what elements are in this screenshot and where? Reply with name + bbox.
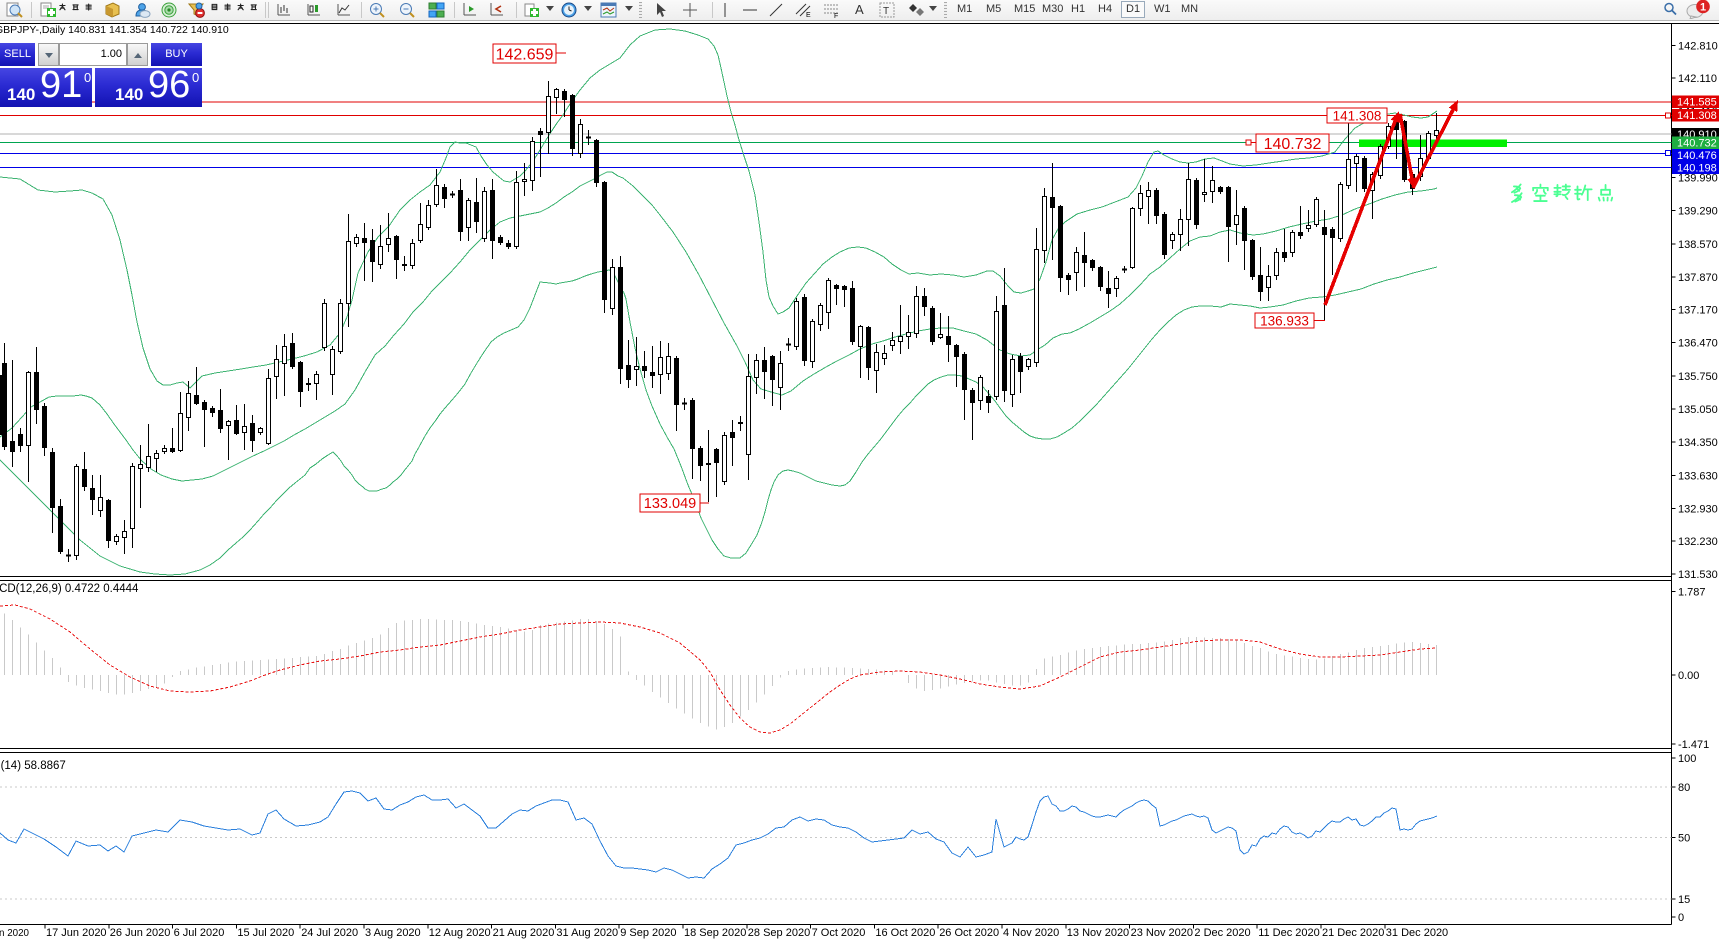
svg-text:28 Sep 2020: 28 Sep 2020: [748, 927, 810, 939]
svg-text:4 Nov 2020: 4 Nov 2020: [1003, 927, 1059, 939]
svg-text:31 Dec 2020: 31 Dec 2020: [1386, 927, 1448, 939]
svg-text:132.230: 132.230: [1678, 536, 1718, 548]
svg-text:15 Jul 2020: 15 Jul 2020: [237, 927, 294, 939]
svg-text:18 Sep 2020: 18 Sep 2020: [684, 927, 746, 939]
svg-text:136.933: 136.933: [1260, 313, 1309, 328]
svg-text:80: 80: [1678, 782, 1690, 794]
svg-text:17 Jun 2020: 17 Jun 2020: [46, 927, 107, 939]
svg-text:E: E: [806, 12, 811, 18]
svg-text:140.732: 140.732: [1677, 138, 1717, 150]
svg-text:GBPJPY-,Daily 140.831 141.354: GBPJPY-,Daily 140.831 141.354 140.722 14…: [0, 24, 229, 36]
svg-text:0: 0: [1678, 912, 1684, 924]
svg-text:135.750: 135.750: [1678, 371, 1718, 383]
svg-text:140.198: 140.198: [1677, 163, 1717, 175]
svg-text:141.585: 141.585: [1677, 97, 1717, 109]
svg-text:142.810: 142.810: [1678, 40, 1718, 52]
svg-text:135.050: 135.050: [1678, 404, 1718, 416]
svg-text:24 Jul 2020: 24 Jul 2020: [301, 927, 358, 939]
svg-text:6 Jul 2020: 6 Jul 2020: [174, 927, 225, 939]
svg-text:139.290: 139.290: [1678, 205, 1718, 217]
svg-text:137.870: 137.870: [1678, 272, 1718, 284]
svg-text:139.990: 139.990: [1678, 173, 1718, 185]
svg-text:1.787: 1.787: [1678, 587, 1706, 599]
svg-text:T: T: [883, 6, 889, 17]
svg-text:133.049: 133.049: [644, 496, 696, 512]
svg-text:131.530: 131.530: [1678, 569, 1718, 581]
svg-text:13 Nov 2020: 13 Nov 2020: [1067, 927, 1129, 939]
svg-text:7 Oct 2020: 7 Oct 2020: [812, 927, 866, 939]
svg-text:F: F: [834, 13, 838, 18]
svg-text:100: 100: [1678, 753, 1696, 765]
svg-text:23 Nov 2020: 23 Nov 2020: [1131, 927, 1193, 939]
svg-text:16 Oct 2020: 16 Oct 2020: [875, 927, 935, 939]
svg-text:140.732: 140.732: [1264, 136, 1322, 153]
svg-text:8 Jun 2020: 8 Jun 2020: [0, 928, 30, 939]
svg-text:15: 15: [1678, 894, 1690, 906]
svg-text:0.00: 0.00: [1678, 670, 1699, 682]
svg-text:31 Aug 2020: 31 Aug 2020: [556, 927, 618, 939]
svg-text:50: 50: [1678, 833, 1690, 845]
svg-text:134.350: 134.350: [1678, 437, 1718, 449]
svg-text:141.308: 141.308: [1333, 108, 1382, 123]
svg-text:26 Oct 2020: 26 Oct 2020: [939, 927, 999, 939]
svg-text:1: 1: [1700, 2, 1706, 14]
svg-text:137.170: 137.170: [1678, 305, 1718, 317]
svg-text:133.630: 133.630: [1678, 471, 1718, 483]
svg-text:136.470: 136.470: [1678, 338, 1718, 350]
svg-text:141.308: 141.308: [1677, 110, 1717, 122]
svg-text:2 Dec 2020: 2 Dec 2020: [1194, 927, 1250, 939]
svg-text:132.930: 132.930: [1678, 503, 1718, 515]
svg-text:138.570: 138.570: [1678, 239, 1718, 251]
svg-text:RSI(14) 58.8867: RSI(14) 58.8867: [0, 760, 66, 772]
svg-text:142.659: 142.659: [496, 46, 554, 63]
svg-text:-1.471: -1.471: [1678, 739, 1709, 751]
svg-text:12 Aug 2020: 12 Aug 2020: [429, 927, 491, 939]
svg-text:142.110: 142.110: [1678, 73, 1717, 85]
svg-text:11 Dec 2020: 11 Dec 2020: [1258, 927, 1320, 939]
svg-text:21 Dec 2020: 21 Dec 2020: [1322, 927, 1384, 939]
svg-text:3 Aug 2020: 3 Aug 2020: [365, 927, 421, 939]
svg-text:MACD(12,26,9) 0.4722 0.4444: MACD(12,26,9) 0.4722 0.4444: [0, 583, 139, 595]
svg-text:21 Aug 2020: 21 Aug 2020: [493, 927, 555, 939]
svg-text:9 Sep 2020: 9 Sep 2020: [620, 927, 676, 939]
svg-text:26 Jun 2020: 26 Jun 2020: [110, 927, 171, 939]
svg-text:140.476: 140.476: [1677, 150, 1717, 162]
